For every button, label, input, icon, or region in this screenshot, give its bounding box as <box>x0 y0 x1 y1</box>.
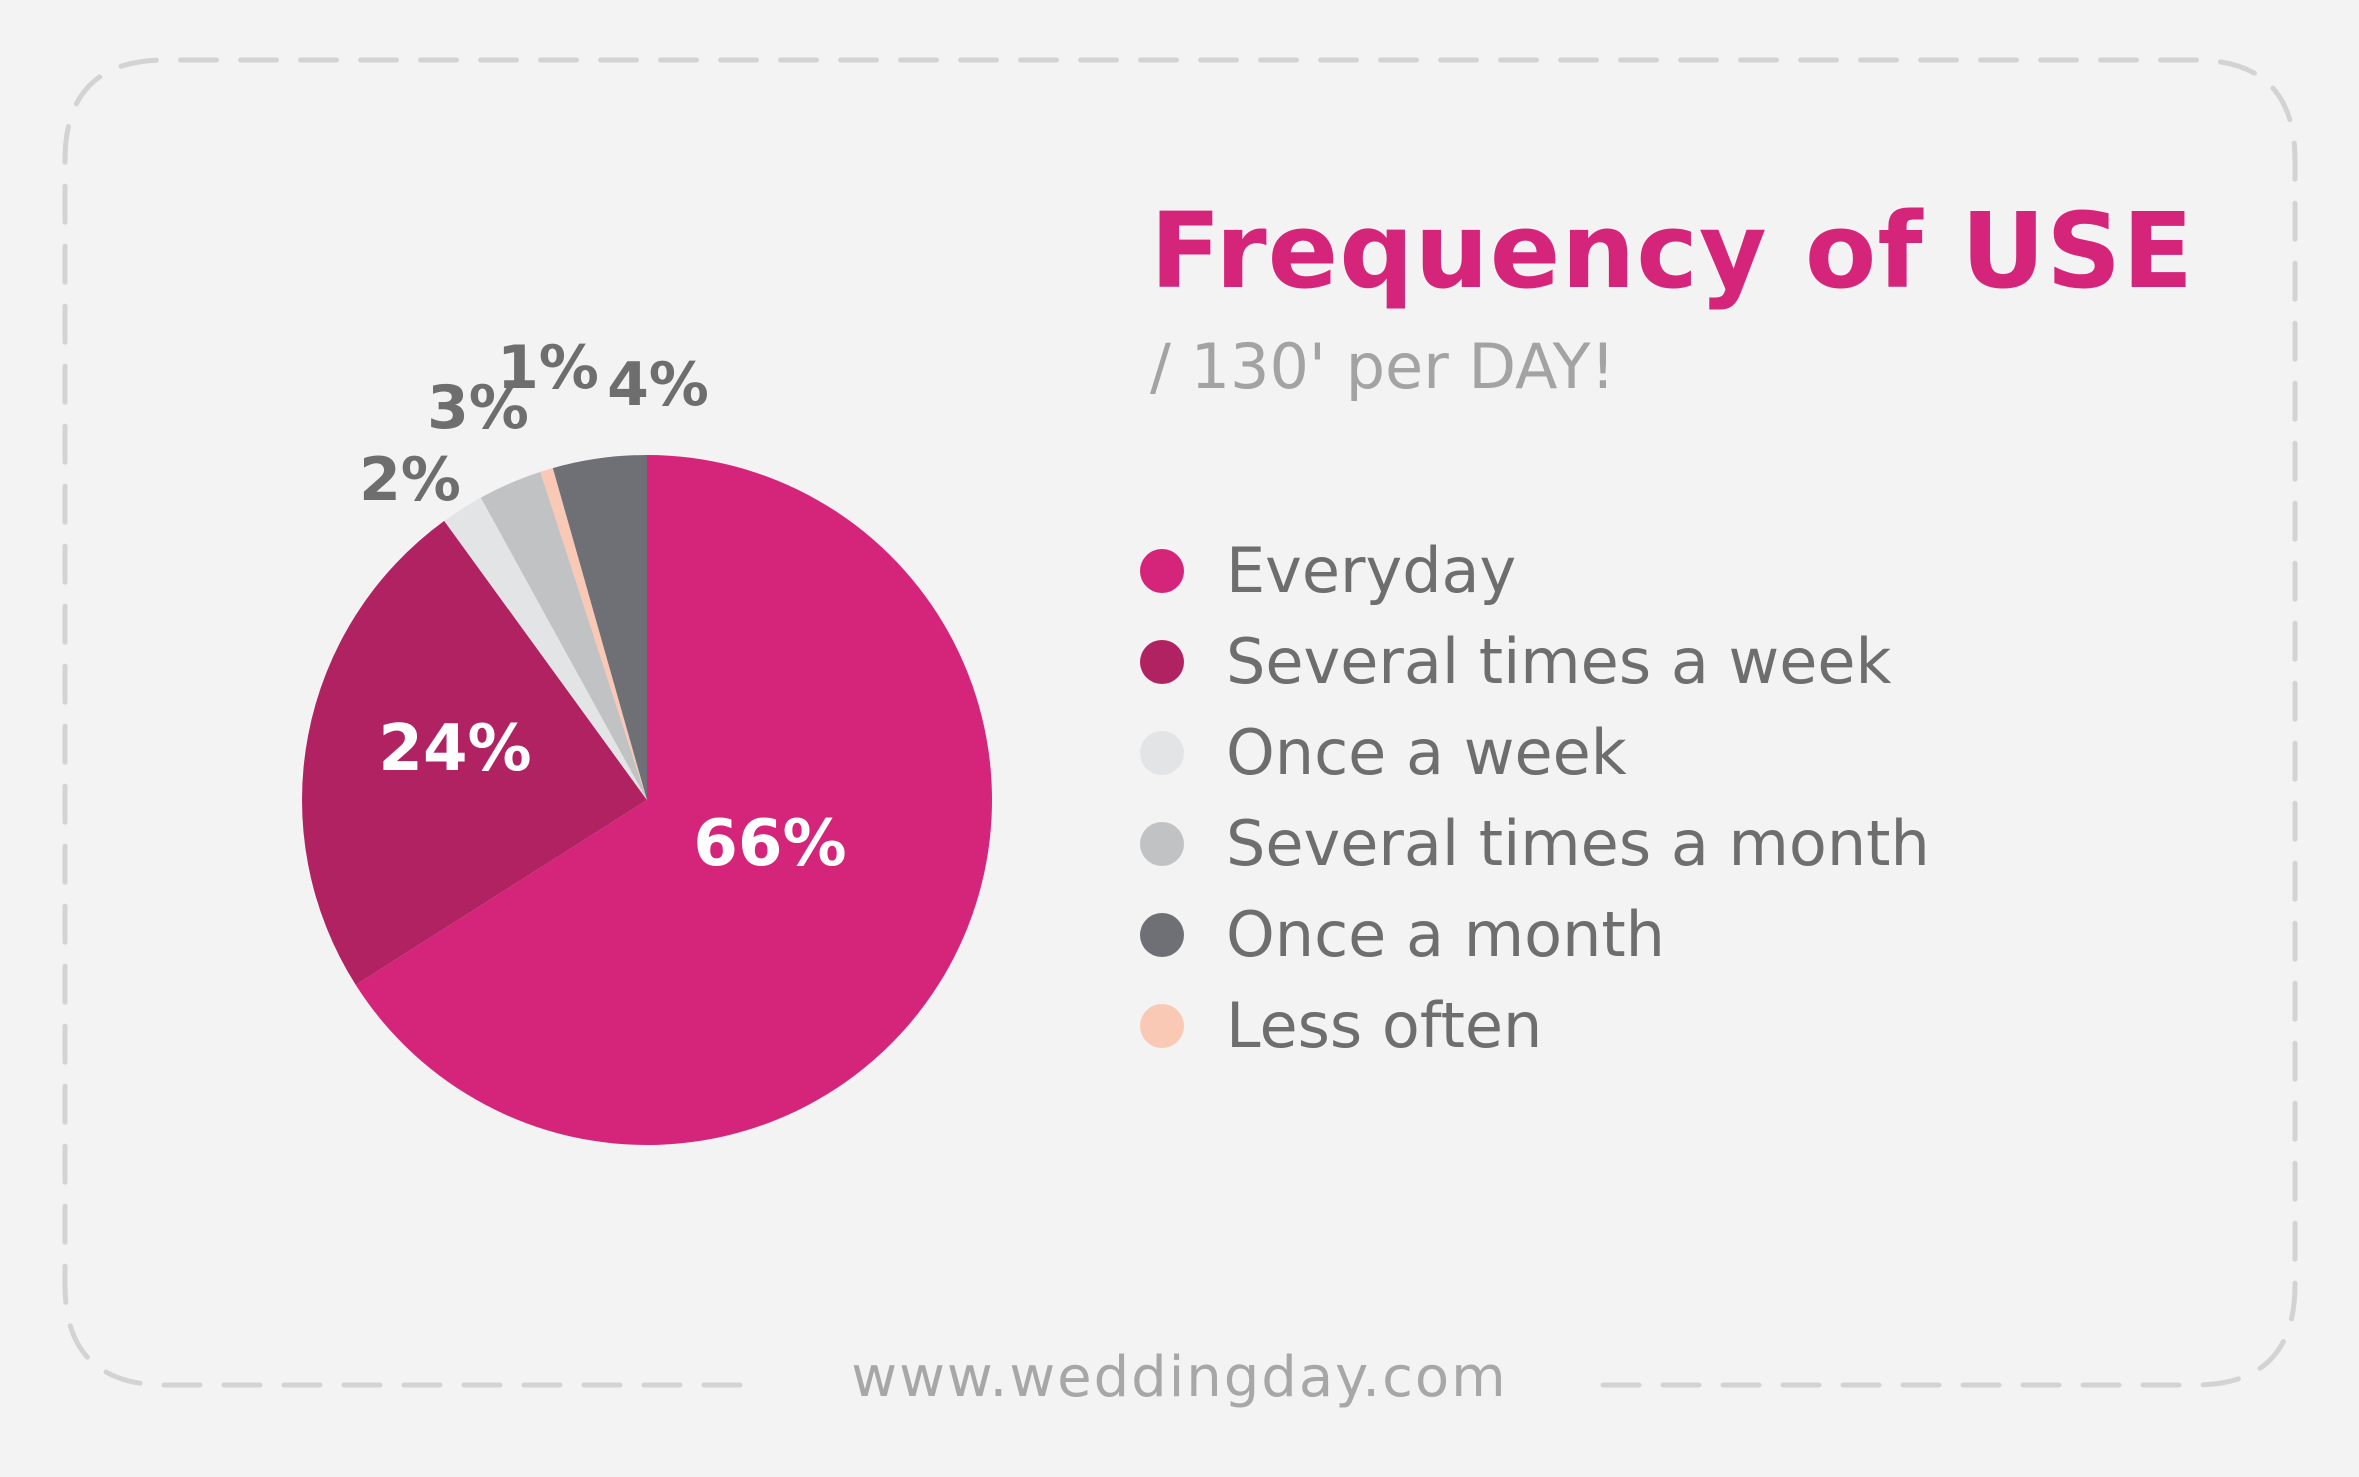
pie-data-label: 1% <box>497 333 599 403</box>
pie-slice-once-a-week <box>444 497 647 800</box>
legend-item-once-a-week: Once a week <box>1140 707 1930 798</box>
legend-item-several-times-a-month: Several times a month <box>1140 798 1930 889</box>
legend-item-once-a-month: Once a month <box>1140 889 1930 980</box>
legend-swatch <box>1140 821 1184 866</box>
legend-label: Everyday <box>1226 534 1517 607</box>
footer-url: www.weddingday.com <box>851 1345 1508 1410</box>
chart-title: Frequency of USE <box>1150 190 2195 312</box>
legend-item-several-times-a-week: Several times a week <box>1140 616 1930 707</box>
pie-slice-less-often <box>540 468 647 800</box>
pie-slice-once-a-month <box>552 455 647 800</box>
legend-swatch <box>1140 912 1184 957</box>
pie-data-label: 4% <box>607 350 709 420</box>
legend-swatch <box>1140 1003 1184 1048</box>
pie-data-label: 66% <box>693 807 846 881</box>
legend-swatch <box>1140 730 1184 775</box>
legend-label: Several times a week <box>1226 625 1892 698</box>
legend-swatch <box>1140 548 1184 593</box>
legend: Everyday Several times a week Once a wee… <box>1140 525 1930 1071</box>
legend-label: Once a week <box>1226 716 1627 789</box>
legend-swatch <box>1140 639 1184 684</box>
legend-label: Once a month <box>1226 898 1665 971</box>
pie-data-label: 3% <box>427 373 529 443</box>
pie-slice-several-times-a-month <box>480 471 647 800</box>
pie-slice-several-times-a-week <box>302 520 647 985</box>
pie-data-label: 24% <box>378 712 531 786</box>
legend-label: Less often <box>1226 989 1543 1062</box>
legend-item-less-often: Less often <box>1140 980 1930 1071</box>
legend-label: Several times a month <box>1226 807 1930 880</box>
pie-slice-everyday <box>355 455 993 1145</box>
pie-data-label: 2% <box>359 445 461 515</box>
chart-subtitle: / 130' per DAY! <box>1150 330 1616 403</box>
legend-item-everyday: Everyday <box>1140 525 1930 616</box>
